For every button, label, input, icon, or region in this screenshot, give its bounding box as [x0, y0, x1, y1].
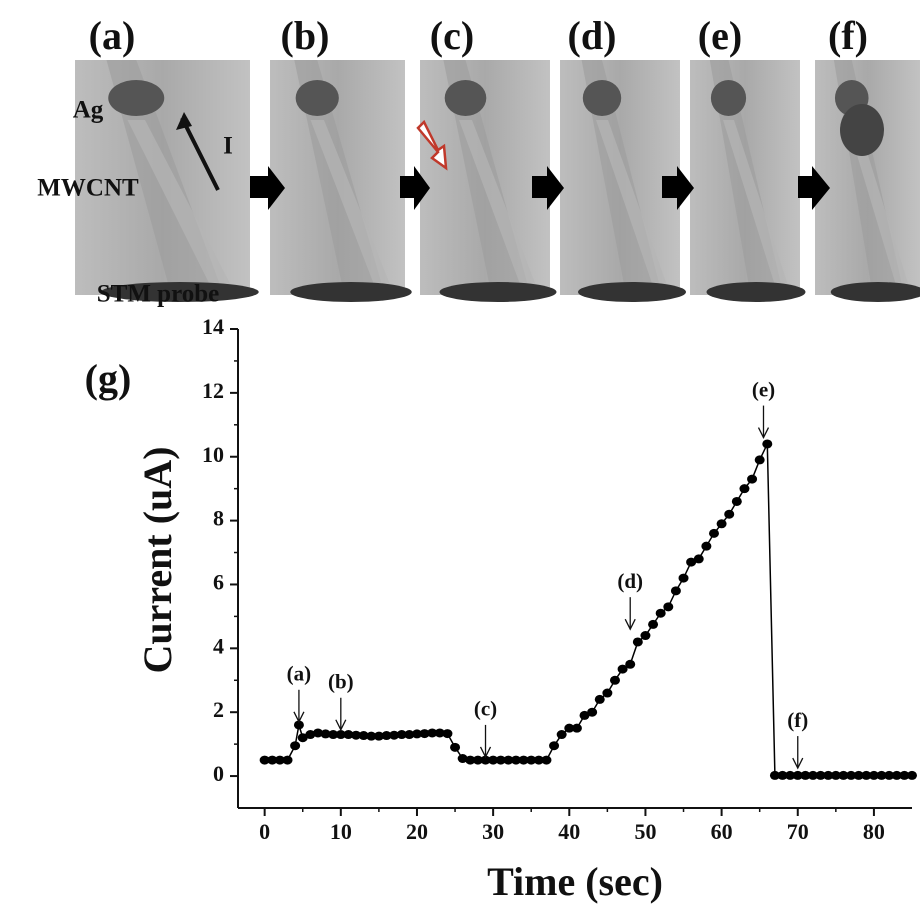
data-point: [747, 475, 757, 484]
y-axis-label: Current (uA): [135, 446, 180, 673]
data-point: [541, 756, 551, 765]
data-point: [907, 771, 917, 780]
data-point: [610, 676, 620, 685]
data-point: [283, 756, 293, 765]
data-point: [739, 484, 749, 493]
data-point: [694, 554, 704, 563]
data-point: [762, 439, 772, 448]
data-point: [656, 609, 666, 618]
y-tick-label: 8: [213, 506, 224, 531]
panel-label: (a): [89, 13, 136, 58]
data-point: [557, 730, 567, 739]
image-label: Ag: [73, 97, 104, 124]
data-point: [640, 631, 650, 640]
series-line: [265, 444, 912, 775]
image-label: STM probe: [97, 281, 219, 308]
y-tick-label: 0: [213, 761, 224, 786]
annotation: (e): [752, 377, 775, 401]
data-point: [732, 497, 742, 506]
y-tick-label: 4: [213, 633, 224, 658]
figure: (a) (b) (c) (d) (e) (f) (g) Ag I MWCNT S…: [0, 0, 920, 915]
data-point: [755, 455, 765, 464]
data-point: [663, 602, 673, 611]
x-tick-label: 30: [482, 819, 504, 844]
data-point: [290, 741, 300, 750]
panel-label: (f): [828, 13, 868, 58]
annotation: (c): [474, 697, 497, 721]
data-point: [450, 743, 460, 752]
x-tick-label: 0: [259, 819, 270, 844]
panel-label: (d): [568, 13, 617, 58]
data-point: [595, 695, 605, 704]
image-label: MWCNT: [37, 175, 139, 202]
panel-label: (e): [698, 13, 742, 58]
annotation: (d): [617, 569, 643, 593]
panel-label: (c): [430, 13, 474, 58]
y-tick-label: 12: [202, 378, 224, 403]
data-point: [442, 729, 452, 738]
data-point: [549, 741, 559, 750]
data-point: [625, 660, 635, 669]
x-tick-label: 50: [634, 819, 656, 844]
data-point: [587, 708, 597, 717]
data-point: [633, 637, 643, 646]
x-tick-label: 10: [330, 819, 352, 844]
panel-label: (b): [281, 13, 330, 58]
y-tick-label: 2: [213, 697, 224, 722]
y-tick-label: 14: [202, 314, 224, 339]
x-tick-label: 70: [787, 819, 809, 844]
panel-label: (g): [85, 356, 132, 401]
data-point: [679, 574, 689, 583]
data-point: [709, 529, 719, 538]
x-axis-label: Time (sec): [487, 859, 663, 904]
y-tick-label: 6: [213, 570, 224, 595]
x-tick-label: 60: [711, 819, 733, 844]
y-tick-label: 10: [202, 442, 224, 467]
data-point: [717, 519, 727, 528]
data-point: [701, 542, 711, 551]
x-tick-label: 20: [406, 819, 428, 844]
annotation: (f): [787, 708, 808, 732]
image-label: I: [223, 133, 233, 160]
data-point: [671, 586, 681, 595]
x-tick-label: 40: [558, 819, 580, 844]
data-point: [572, 724, 582, 733]
data-point: [724, 510, 734, 519]
x-tick-label: 80: [863, 819, 885, 844]
data-point: [648, 620, 658, 629]
annotation: (a): [287, 662, 312, 686]
annotation: (b): [328, 670, 354, 694]
image-panels: [75, 60, 920, 302]
data-point: [602, 689, 612, 698]
